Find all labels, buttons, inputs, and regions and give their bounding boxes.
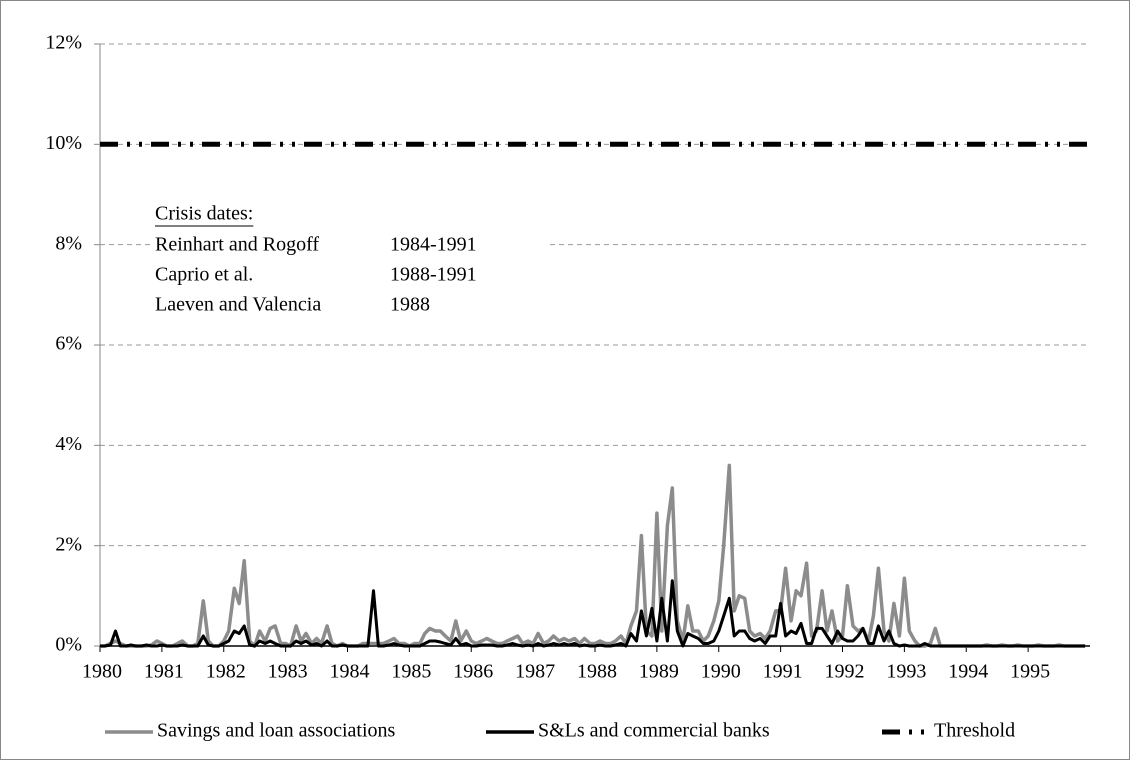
legend-label: S&Ls and commercial banks	[538, 720, 770, 742]
x-tick-label: 1987	[515, 661, 555, 683]
y-tick-label: 8%	[55, 232, 82, 254]
y-tick-label: 12%	[45, 32, 82, 54]
x-tick-label: 1985	[391, 661, 431, 683]
x-tick-label: 1980	[82, 661, 122, 683]
y-tick-label: 0%	[55, 634, 82, 656]
series-line	[100, 579, 1086, 648]
x-tick-label: 1988	[577, 661, 617, 683]
legend-label: Savings and loan associations	[157, 720, 396, 742]
x-tick-label: 1982	[206, 661, 246, 683]
x-tick-label: 1991	[763, 661, 803, 683]
x-tick-label: 1993	[886, 661, 926, 683]
x-tick-label: 1994	[948, 661, 988, 683]
annotation-name: Laeven and Valencia	[155, 294, 321, 316]
annotation-years: 1988	[390, 294, 430, 316]
x-tick-label: 1986	[453, 661, 493, 683]
x-tick-label: 1995	[1010, 661, 1050, 683]
x-tick-label: 1981	[144, 661, 184, 683]
legend-label: Threshold	[934, 720, 1015, 742]
annotation-years: 1984-1991	[390, 234, 477, 256]
y-tick-label: 4%	[55, 433, 82, 455]
y-tick-label: 10%	[45, 132, 82, 154]
x-tick-label: 1983	[268, 661, 308, 683]
y-tick-label: 6%	[55, 333, 82, 355]
x-tick-label: 1984	[330, 661, 370, 683]
annotation-bg	[150, 262, 550, 290]
x-tick-label: 1992	[825, 661, 865, 683]
annotation-bg	[150, 232, 550, 260]
annotation-name: Reinhart and Rogoff	[155, 234, 319, 256]
annotation-years: 1988-1991	[390, 264, 477, 286]
annotation-title: Crisis dates:	[155, 203, 253, 225]
x-tick-label: 1989	[639, 661, 679, 683]
x-tick-label: 1990	[701, 661, 741, 683]
annotation-bg	[150, 292, 550, 320]
y-tick-label: 2%	[55, 533, 82, 555]
annotation-name: Caprio et al.	[155, 264, 253, 286]
